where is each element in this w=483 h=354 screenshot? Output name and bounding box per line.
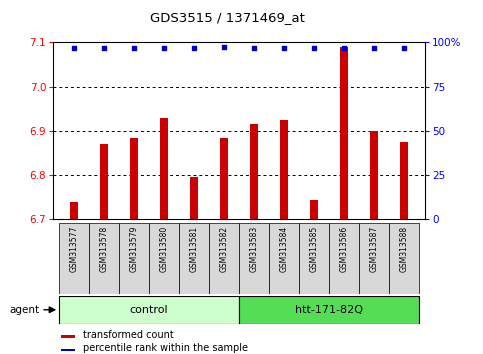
Bar [100,144,108,219]
Bar [239,296,419,324]
Bar [269,223,299,294]
Text: agent: agent [10,305,40,315]
Bar [149,223,179,294]
Bar [341,47,348,219]
Text: GSM313581: GSM313581 [190,226,199,272]
Bar [250,124,258,219]
Bar [389,223,419,294]
Bar [329,223,359,294]
Bar [119,223,149,294]
Text: GSM313578: GSM313578 [99,226,109,272]
Point [160,45,168,51]
Bar [280,120,288,219]
Text: htt-171-82Q: htt-171-82Q [295,305,363,315]
Text: control: control [130,305,169,315]
Bar [89,223,119,294]
Text: GSM313588: GSM313588 [399,226,409,272]
Bar [209,223,239,294]
Bar [310,200,318,219]
Point [370,45,378,51]
Point [100,45,108,51]
Point [310,45,318,51]
Bar [130,138,138,219]
Text: GDS3515 / 1371469_at: GDS3515 / 1371469_at [150,11,304,24]
Point [280,45,288,51]
Bar [370,131,378,219]
Point [70,45,78,51]
Bar [59,223,89,294]
Bar [299,223,329,294]
Bar [59,296,239,324]
Bar [400,142,408,219]
Bar [220,138,228,219]
Text: GSM313580: GSM313580 [159,226,169,272]
Text: GSM313586: GSM313586 [340,226,349,272]
Bar [60,335,75,338]
Point [130,45,138,51]
Bar [359,223,389,294]
Text: GSM313582: GSM313582 [220,226,228,272]
Bar [190,177,198,219]
Text: GSM313587: GSM313587 [369,226,379,272]
Point [400,45,408,51]
Text: GSM313585: GSM313585 [310,226,319,272]
Point [220,44,228,50]
Text: GSM313579: GSM313579 [129,226,139,272]
Bar [179,223,209,294]
Point [340,45,348,51]
Point [190,45,198,51]
Text: GSM313584: GSM313584 [280,226,288,272]
Bar [60,349,75,351]
Text: GSM313577: GSM313577 [70,226,79,272]
Bar [71,202,78,219]
Bar [160,118,168,219]
Text: GSM313583: GSM313583 [250,226,258,272]
Text: percentile rank within the sample: percentile rank within the sample [83,343,248,353]
Point [250,45,258,51]
Bar [239,223,269,294]
Text: transformed count: transformed count [83,330,173,340]
